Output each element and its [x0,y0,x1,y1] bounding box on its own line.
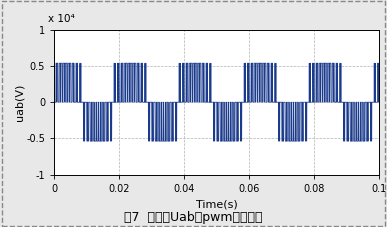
Y-axis label: uab(V): uab(V) [15,84,25,121]
Text: 图7  线电压Uab的pwm电压波形: 图7 线电压Uab的pwm电压波形 [124,211,263,225]
X-axis label: Time(s): Time(s) [196,199,238,209]
Text: x 10⁴: x 10⁴ [48,14,74,24]
